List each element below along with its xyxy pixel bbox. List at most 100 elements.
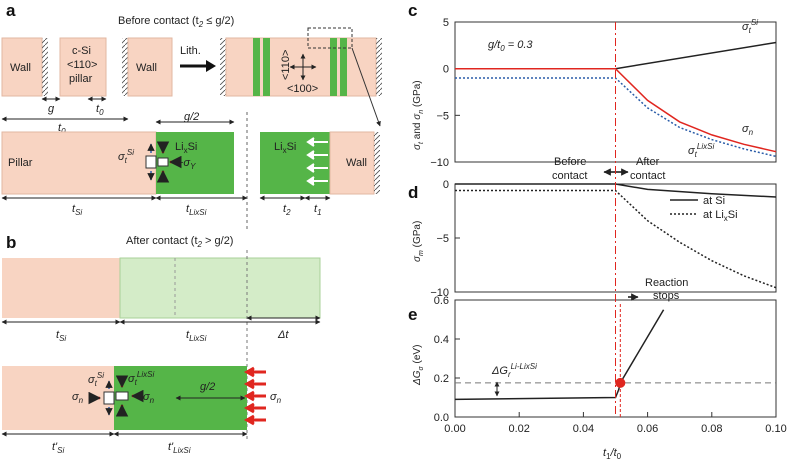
plot-c-ylabel: σt and σn (GPa) bbox=[412, 80, 425, 150]
ytick-label: 0 bbox=[443, 64, 449, 76]
threshold-label: ΔGrLi-LixSi bbox=[491, 362, 537, 379]
t0-label-small: t0 bbox=[96, 103, 104, 117]
panel-e: e 0.0 0.2 0.4 0.6 0.00 0.02 0.04 0.06 0.08 0.10 Δ… bbox=[408, 277, 787, 461]
b-sigma-t-si-label: σtSi bbox=[88, 371, 104, 388]
xtick-label: 0.10 bbox=[765, 423, 786, 435]
right-wall-label: Wall bbox=[136, 62, 157, 74]
right-wall bbox=[127, 37, 173, 97]
lithiation-arrow bbox=[206, 60, 216, 72]
b-si-element bbox=[103, 391, 115, 405]
zoom-arrow bbox=[351, 47, 381, 127]
wall-hatch bbox=[122, 38, 128, 96]
ytick-label: −10 bbox=[430, 157, 449, 169]
xtick-label: 0.02 bbox=[508, 423, 529, 435]
xtick-label: 0.00 bbox=[444, 423, 465, 435]
xtick-label: 0.06 bbox=[637, 423, 658, 435]
t2-label: t2 bbox=[283, 203, 291, 217]
reaction-point bbox=[615, 377, 626, 388]
before-contact-label: contact bbox=[552, 170, 587, 182]
ytick-label: −5 bbox=[436, 110, 449, 122]
plot-e-xlabel: t1/t0 bbox=[603, 447, 622, 461]
plot-e-series bbox=[454, 304, 776, 417]
before-label: Before bbox=[554, 156, 586, 168]
b-sigma-t-lixsi-label: σtLixSi bbox=[128, 370, 154, 387]
g2-label: g/2 bbox=[184, 111, 199, 123]
b-sigma-n-left: σn bbox=[72, 391, 84, 405]
sigma-t-si-label: σtSi bbox=[118, 148, 134, 165]
white-arrows bbox=[306, 137, 328, 186]
panel-a: a Before contact (t2 ≤ g/2) Wall c-Si <1… bbox=[1, 1, 382, 230]
si-element bbox=[145, 155, 157, 169]
panel-label-d: d bbox=[408, 183, 418, 202]
ytick-label: 0.4 bbox=[434, 334, 449, 346]
b-tp-si-label: t'Si bbox=[52, 441, 64, 455]
b-t-si-label: tSi bbox=[56, 329, 66, 343]
after-label: After bbox=[636, 156, 660, 168]
plot-d-yticks: −10 −5 0 bbox=[430, 179, 460, 299]
panel-label-c: c bbox=[408, 1, 417, 20]
b-t-lixsi-label: tLixSi bbox=[186, 329, 207, 343]
ytick-label: −5 bbox=[436, 233, 449, 245]
b-lixsi-element bbox=[115, 391, 129, 401]
b-g2-label: g/2 bbox=[200, 381, 215, 393]
pillar-line1: c-Si bbox=[72, 45, 91, 57]
ytick-label: −10 bbox=[430, 287, 449, 299]
plot-c-annotation: g/t0 = 0.3 bbox=[488, 39, 533, 53]
series-label-sigma-t-lixsi: σtLixSi bbox=[688, 142, 714, 159]
plot-e-ticks: 0.0 0.2 0.4 0.6 0.00 0.02 0.04 0.06 0.08 0.10 bbox=[434, 295, 787, 435]
lixsi-label: LixSi bbox=[175, 141, 197, 155]
after-contact-label: contact bbox=[630, 170, 665, 182]
series-line-at-si bbox=[455, 183, 777, 198]
dt-label: Δt bbox=[277, 329, 289, 341]
ytick-label: 5 bbox=[443, 17, 449, 29]
b-top-si bbox=[2, 258, 120, 318]
plot-d-ylabel: σm (GPa) bbox=[412, 221, 425, 262]
pillar-line3: pillar bbox=[69, 73, 93, 85]
b-compression-arrows bbox=[243, 366, 266, 426]
panel-a-title: Before contact (t2 ≤ g/2) bbox=[118, 15, 234, 29]
panel-label-b: b bbox=[6, 233, 16, 252]
wall-hatch bbox=[376, 38, 382, 96]
t-si-label: tSi bbox=[72, 203, 82, 217]
series-label-sigma-t-si: σtSi bbox=[742, 18, 758, 35]
legend-at-lixsi: at LixSi bbox=[703, 209, 738, 223]
t-lixsi-label: tLixSi bbox=[186, 203, 207, 217]
series-line-at-lixsi bbox=[455, 189, 777, 289]
plot-d-series bbox=[455, 183, 777, 289]
b-tp-lixsi-label: t'LixSi bbox=[168, 441, 191, 455]
b-sigma-n-right: σn bbox=[270, 391, 282, 405]
g-label: g bbox=[48, 103, 55, 115]
series-line--n bbox=[455, 67, 777, 153]
lixsi-element bbox=[157, 157, 169, 167]
plot-e-ylabel: ΔGσ (eV) bbox=[412, 345, 425, 386]
panel-b-title: After contact (t2 > g/2) bbox=[126, 235, 233, 249]
wall-hatch bbox=[374, 132, 380, 194]
zoom-wall-label: Wall bbox=[346, 157, 367, 169]
panel-label-e: e bbox=[408, 305, 417, 324]
dir-100: <100> bbox=[287, 83, 318, 95]
series-label-sigma-n: σn bbox=[742, 123, 754, 137]
panel-c: c g/t0 = 0.3 −10 −5 0 5 σtSi σn σtLixSi σt … bbox=[408, 1, 777, 169]
si-pillar bbox=[59, 37, 107, 97]
left-wall-label: Wall bbox=[10, 62, 31, 74]
left-wall bbox=[1, 37, 43, 97]
zoom-wall bbox=[329, 131, 375, 195]
wall-hatch bbox=[220, 38, 226, 96]
legend-at-si: at Si bbox=[703, 195, 725, 207]
pillar-line2: <110> bbox=[67, 59, 97, 71]
b-top-lixsi bbox=[119, 257, 321, 319]
panel-d: d −10 −5 0 at Si at LixSi σm (GPa) bbox=[408, 179, 777, 299]
reaction-stops-l1: Reaction bbox=[645, 277, 688, 289]
xtick-label: 0.04 bbox=[573, 423, 594, 435]
dir-110: <110> bbox=[280, 50, 292, 80]
zoom-pillar bbox=[1, 131, 157, 195]
lixsi-right-label: LixSi bbox=[274, 141, 296, 155]
plot-c-yticks: −10 −5 0 5 bbox=[430, 17, 460, 169]
t1-label: t1 bbox=[314, 203, 322, 217]
b-sigma-n-inner: σn bbox=[143, 391, 155, 405]
ytick-label: 0.2 bbox=[434, 373, 449, 385]
ytick-label: 0.0 bbox=[434, 412, 449, 424]
ytick-label: 0.6 bbox=[434, 295, 449, 307]
reaction-stops-l2: stops bbox=[653, 290, 680, 302]
